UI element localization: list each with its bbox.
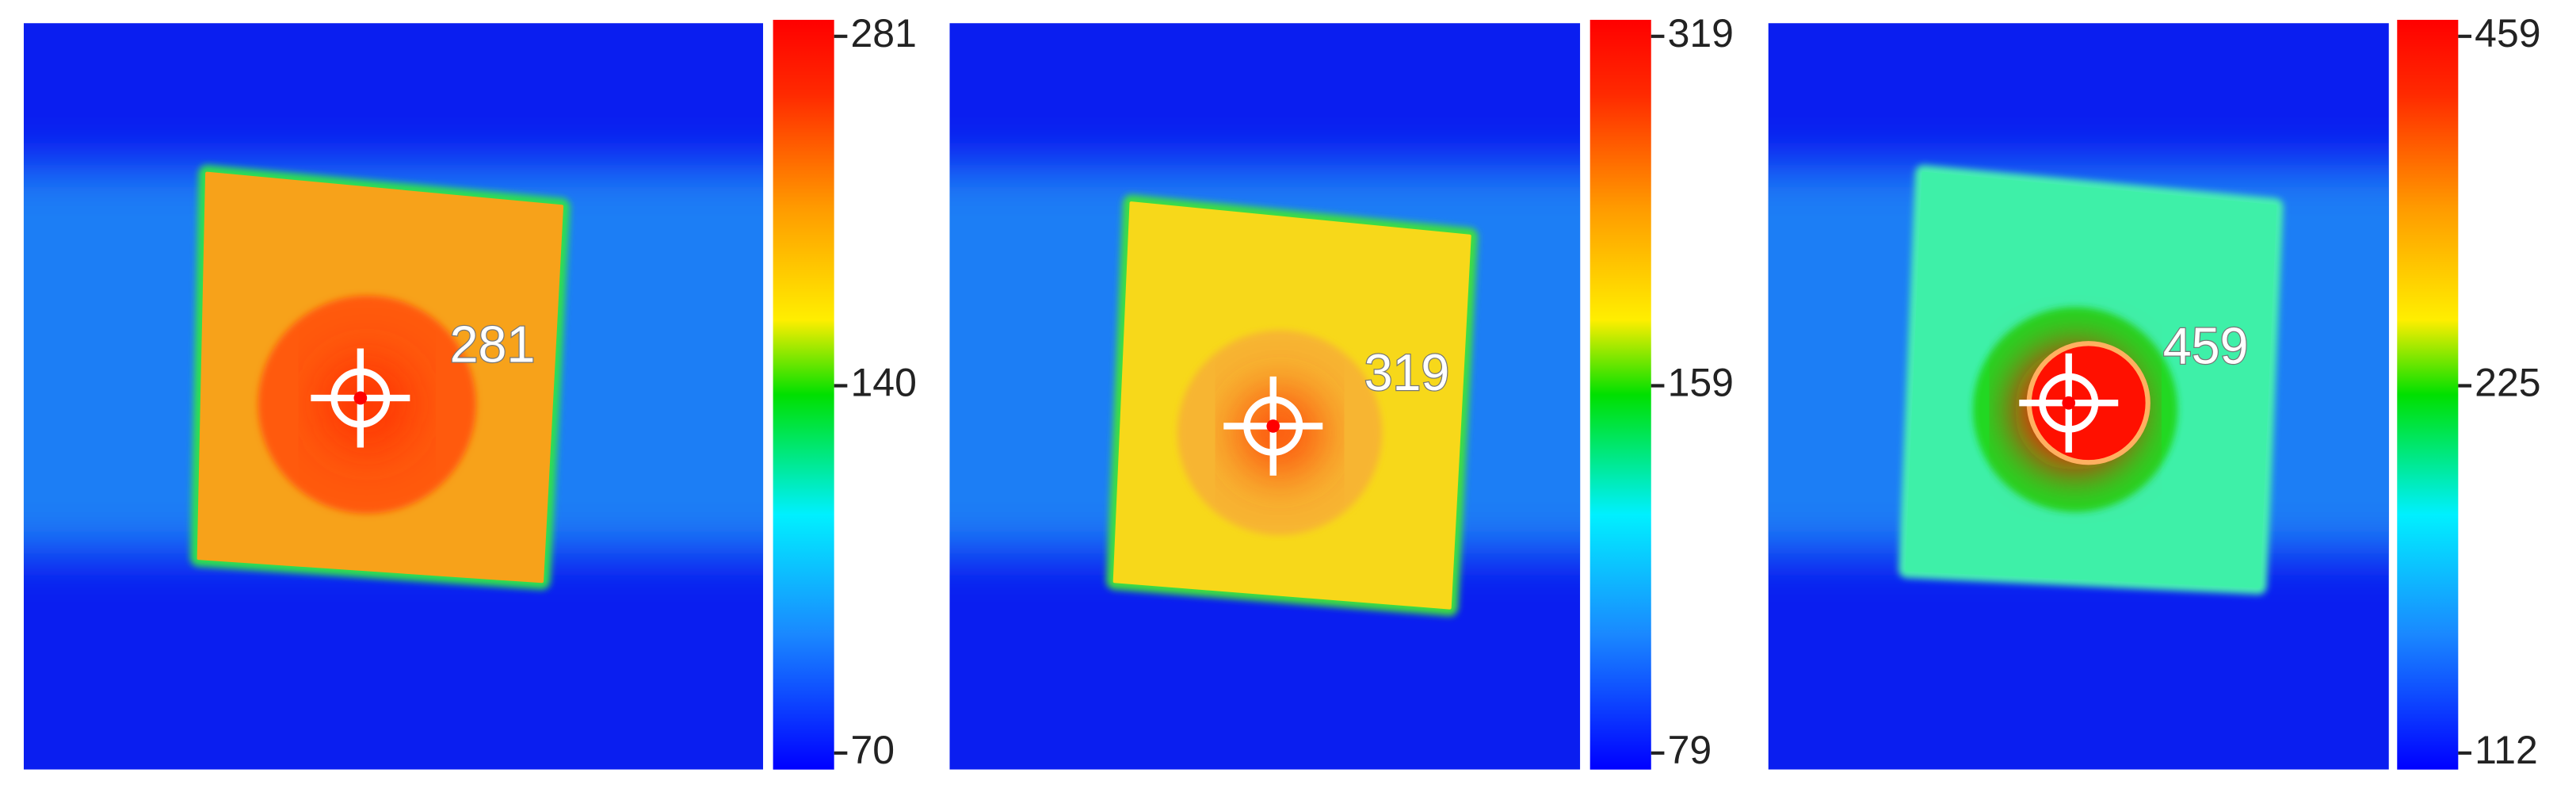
spot-temperature: 319 [1364, 344, 1450, 401]
colorbar-tick-label: 459 [2475, 11, 2540, 55]
colorbar-tick-label: 281 [851, 11, 917, 55]
thermal-panel: 281 281 140 70 [23, 11, 917, 772]
spot-temperature: 281 [450, 316, 536, 373]
crosshair-center [353, 391, 368, 405]
colorbar-tick-label: 70 [851, 728, 895, 772]
crosshair-center [1266, 419, 1280, 433]
colorbar-tick-label: 112 [2475, 728, 2538, 772]
thermal-image: 319 [949, 23, 1581, 770]
crosshair-center [2062, 396, 2076, 410]
colorbar [773, 19, 834, 770]
colorbar [2397, 19, 2459, 770]
thermal-image: 459 [1768, 23, 2389, 770]
thermal-panel: 319 319 159 79 [949, 11, 1734, 772]
colorbar-tick-label: 319 [1668, 11, 1734, 55]
colorbar-tick-label: 140 [851, 361, 917, 405]
colorbar-tick-label: 79 [1668, 728, 1712, 772]
colorbar-tick-label: 159 [1668, 361, 1734, 405]
thermal-panel: 459 459 225 112 [1768, 11, 2541, 772]
spot-temperature: 459 [2163, 318, 2249, 375]
colorbar-tick-label: 225 [2475, 361, 2540, 405]
colorbar [1589, 19, 1651, 770]
thermal-image: 281 [23, 23, 764, 770]
